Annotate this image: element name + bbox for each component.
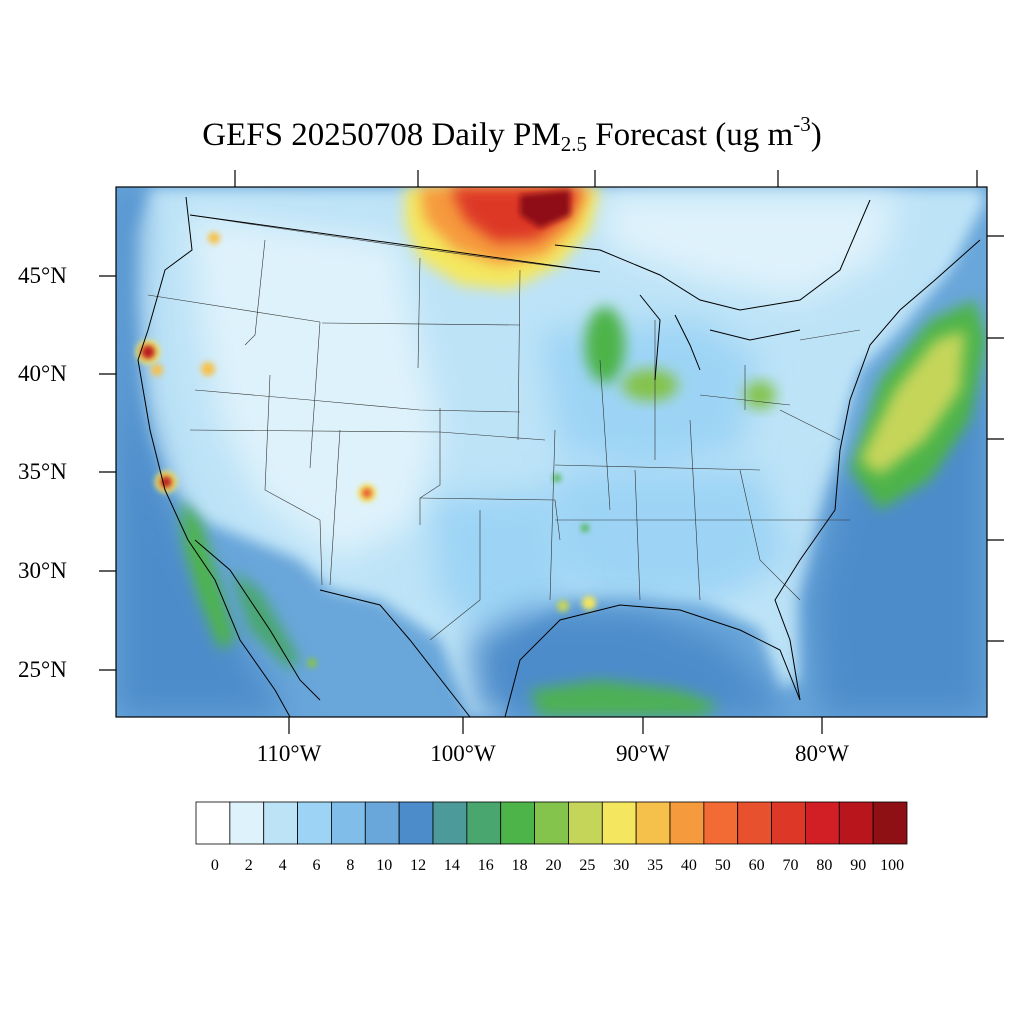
texas-moderate xyxy=(430,490,570,640)
lat-label-25n: 25°N xyxy=(18,657,67,682)
colorbar-tick-label: 16 xyxy=(477,857,494,874)
colorbar-swatch xyxy=(331,801,366,845)
colorbar-tick-label: 4 xyxy=(278,857,287,874)
lon-label-100w: 100°W xyxy=(430,741,496,766)
colorbar-tick-label: 35 xyxy=(647,857,664,874)
colorbar xyxy=(195,801,908,845)
lon-label-90w: 90°W xyxy=(616,741,670,766)
gulf-green-band xyxy=(530,680,720,717)
colorbar-swatch xyxy=(263,801,298,845)
colorbar-swatch xyxy=(635,801,671,845)
colorbar-swatch xyxy=(500,801,535,845)
colorbar-tick-label: 12 xyxy=(410,857,427,874)
western-clean-air xyxy=(190,215,440,560)
colorbar-tick-label: 20 xyxy=(545,857,562,874)
lat-label-40n: 40°N xyxy=(18,361,67,386)
illinois-core xyxy=(622,369,678,401)
canada-clean-air xyxy=(600,195,900,300)
lat-label-35n: 35°N xyxy=(18,459,67,484)
colorbar-swatch xyxy=(805,801,840,845)
colorbar-tick-label: 10 xyxy=(376,857,393,874)
state-boundaries xyxy=(147,214,861,641)
gulf-california-plume xyxy=(230,570,300,670)
colorbar-tick-label: 50 xyxy=(714,857,731,874)
colorbar-swatch xyxy=(466,801,502,845)
colorbar-swatch xyxy=(398,801,434,845)
colorbar-tick-label: 90 xyxy=(850,857,867,874)
concentration-field xyxy=(116,187,987,717)
colorbar-tick-label: 70 xyxy=(782,857,799,874)
fire-hotspots xyxy=(136,232,596,668)
colorbar-swatch xyxy=(838,801,874,845)
colorbar-swatch xyxy=(364,801,400,845)
colorbar-swatch xyxy=(872,801,908,845)
colorbar-tick-label: 6 xyxy=(312,857,321,874)
atlantic-plume-inner xyxy=(860,330,965,475)
colorbar-swatch xyxy=(703,801,739,845)
coastlines xyxy=(137,196,981,718)
illinois-plume xyxy=(585,307,625,383)
lon-label-110w: 110°W xyxy=(256,741,322,766)
colorbar-swatch xyxy=(568,801,603,845)
smoke-plume-peak xyxy=(520,190,570,228)
colorbar-swatch xyxy=(601,801,637,845)
colorbar-swatch xyxy=(669,801,705,845)
pacific-ocean xyxy=(116,187,290,717)
colorbar-tick-label: 80 xyxy=(816,857,833,874)
map-frame xyxy=(115,186,988,718)
lon-label-80w: 80°W xyxy=(795,741,849,766)
baja-coast-plume xyxy=(180,500,235,650)
chart-title: GEFS 20250708 Daily PM2.5 Forecast (ug m… xyxy=(202,112,822,156)
colorbar-tick-label: 60 xyxy=(748,857,765,874)
colorbar-tick-label: 14 xyxy=(443,857,460,874)
colorbar-swatch xyxy=(534,801,569,845)
ohio-plume xyxy=(744,381,776,409)
southeast-moderate xyxy=(540,470,790,600)
colorbar-tick-label: 8 xyxy=(346,857,355,874)
colorbar-swatch xyxy=(771,801,806,845)
colorbar-tick-label: 25 xyxy=(579,857,596,874)
colorbar-tick-label: 30 xyxy=(613,857,630,874)
colorbar-swatch xyxy=(432,801,468,845)
colorbar-swatch xyxy=(297,801,332,845)
colorbar-swatch xyxy=(195,801,231,845)
lat-label-45n: 45°N xyxy=(18,263,67,288)
colorbar-tick-label: 2 xyxy=(244,857,253,874)
colorbar-swatch xyxy=(737,801,772,845)
lat-label-30n: 30°N xyxy=(18,558,67,583)
colorbar-swatch xyxy=(229,801,265,845)
colorbar-tick-label: 40 xyxy=(680,857,697,874)
colorbar-tick-label: 0 xyxy=(210,857,219,874)
colorbar-tick-label: 18 xyxy=(511,857,528,874)
colorbar-tick-label: 100 xyxy=(880,857,905,874)
map-ticks xyxy=(99,170,1004,734)
